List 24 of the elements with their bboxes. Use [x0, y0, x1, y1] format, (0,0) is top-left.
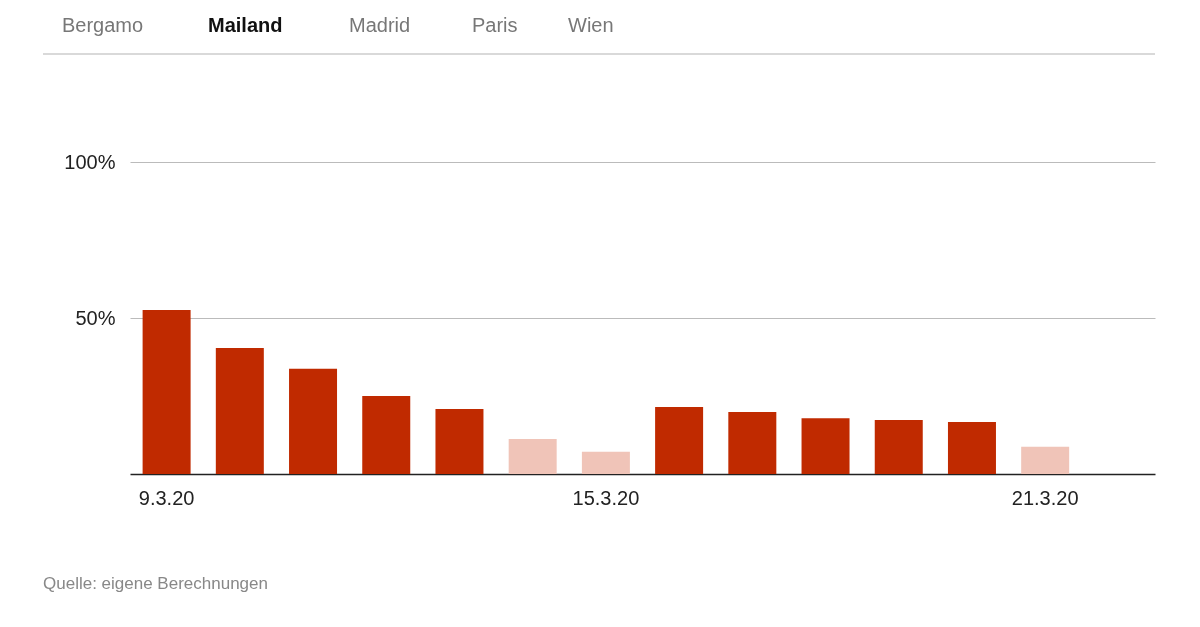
bar [142, 309, 191, 474]
x-tick-label: 21.3.20 [1011, 486, 1079, 509]
bar [508, 439, 557, 474]
x-tick-label: 9.3.20 [138, 486, 195, 509]
bar [947, 421, 996, 474]
bar [435, 409, 484, 474]
bar [874, 420, 923, 474]
text: Madrid [349, 14, 411, 36]
text: Paris [472, 14, 518, 36]
x-tick-label: 15.3.20 [572, 486, 640, 509]
chart-title: Mailand [208, 14, 283, 36]
text: Wien [568, 14, 614, 36]
y-tick-label: 100% [64, 150, 116, 173]
bar [1021, 446, 1070, 474]
text: Bergamo [62, 14, 144, 36]
bar [655, 406, 704, 474]
bar [581, 451, 630, 474]
bar [215, 347, 264, 474]
source-note: Quelle: eigene Berechnungen [43, 574, 268, 593]
bar [801, 418, 850, 474]
y-tick-label: 50% [75, 306, 116, 329]
bar [289, 368, 338, 474]
bar [362, 396, 411, 474]
bar [728, 411, 777, 474]
